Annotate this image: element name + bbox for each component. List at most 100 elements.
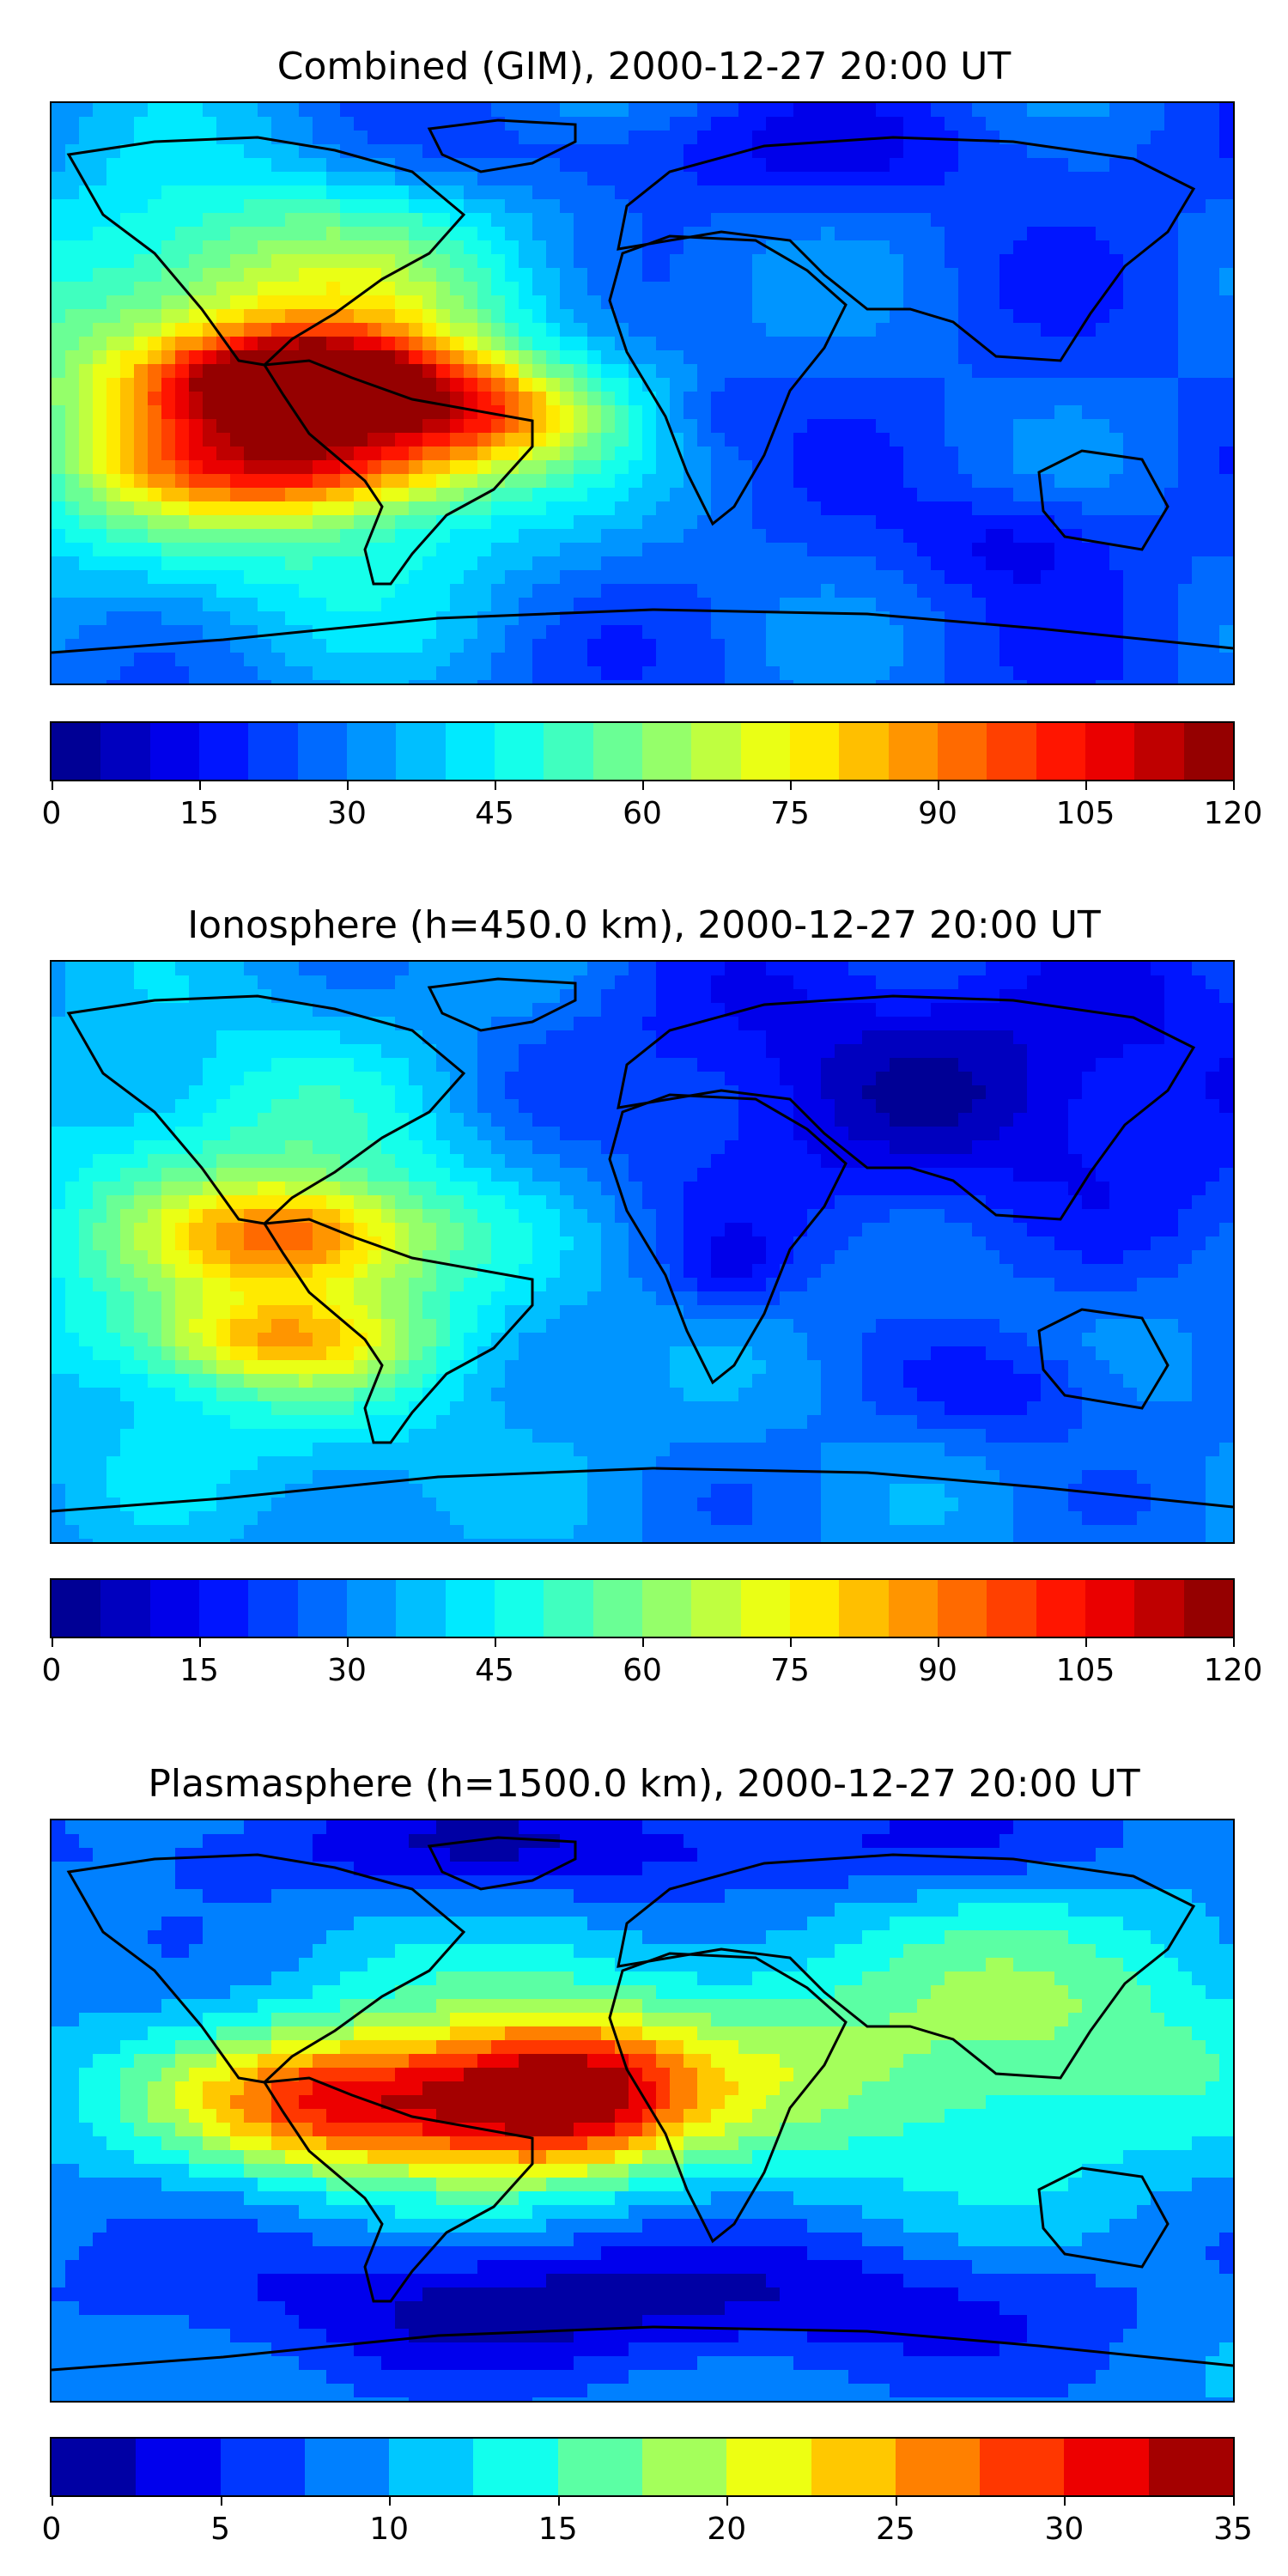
- colorbar-segment-ionosphere: [149, 1580, 199, 1637]
- tick-mark-combined: [1233, 781, 1235, 790]
- map-canvas-combined: [52, 103, 1233, 683]
- colorbar-segment-combined: [149, 723, 199, 780]
- colorbar-segment-ionosphere: [1183, 1580, 1233, 1637]
- colorbar-segment-ionosphere: [494, 1580, 544, 1637]
- tick-mark-plasmasphere: [52, 2497, 53, 2506]
- tick-mark-combined: [495, 781, 496, 790]
- colorbar-plasmasphere: [50, 2437, 1235, 2497]
- coastlines-ionosphere: [52, 977, 1233, 1513]
- tick-mark-ionosphere: [1233, 1638, 1235, 1647]
- colorbar-segment-plasmasphere: [389, 2439, 474, 2495]
- colorbar-segment-combined: [1134, 723, 1184, 780]
- coastline-plasmasphere-5: [1037, 2166, 1170, 2269]
- tick-label-combined: 45: [475, 796, 514, 831]
- colorbar-segment-combined: [198, 723, 249, 780]
- tick-label-ionosphere: 90: [918, 1653, 957, 1688]
- colorbar-segment-ionosphere: [445, 1580, 495, 1637]
- colorbar-segment-plasmasphere: [304, 2439, 390, 2495]
- tick-label-plasmasphere: 5: [210, 2512, 231, 2547]
- tick-label-combined: 90: [918, 796, 957, 831]
- panel-title-combined: Combined (GIM), 2000-12-27 20:00 UT: [276, 45, 1012, 88]
- tick-mark-ionosphere: [790, 1638, 792, 1647]
- colorbar-segment-ionosphere: [740, 1580, 790, 1637]
- coastline-combined-3: [608, 234, 848, 526]
- map-combined: [50, 101, 1235, 685]
- colorbar-segment-combined: [740, 723, 790, 780]
- tick-label-ionosphere: 120: [1203, 1653, 1263, 1688]
- colorbar-segment-ionosphere: [888, 1580, 938, 1637]
- colorbar-segment-ionosphere: [1084, 1580, 1135, 1637]
- tick-mark-plasmasphere: [726, 2497, 729, 2506]
- colorbar-segment-combined: [789, 723, 840, 780]
- tick-label-plasmasphere: 25: [875, 2512, 915, 2547]
- colorbar-segment-combined: [544, 723, 593, 780]
- colorbar-segment-plasmasphere: [136, 2439, 221, 2495]
- coastline-plasmasphere-6: [52, 2325, 1233, 2372]
- tick-label-plasmasphere: 15: [538, 2512, 578, 2547]
- colorbar-segment-combined: [1183, 723, 1233, 780]
- tick-label-combined: 105: [1055, 796, 1115, 831]
- colorbar-segment-ionosphere: [1036, 1580, 1085, 1637]
- tick-label-plasmasphere: 0: [41, 2512, 62, 2547]
- tick-mark-combined: [1085, 781, 1087, 790]
- colorbar-segment-combined: [888, 723, 938, 780]
- tick-label-ionosphere: 15: [179, 1653, 219, 1688]
- coastline-combined-4: [617, 136, 1196, 362]
- coastline-combined-2: [427, 118, 577, 173]
- tick-label-plasmasphere: 30: [1044, 2512, 1084, 2547]
- tick-label-ionosphere: 75: [770, 1653, 810, 1688]
- map-canvas-plasmasphere: [52, 1820, 1233, 2401]
- map-plasmasphere: [50, 1819, 1235, 2403]
- colorbar-segment-plasmasphere: [641, 2439, 727, 2495]
- colorbar-segment-plasmasphere: [473, 2439, 558, 2495]
- colorbar-segment-combined: [641, 723, 692, 780]
- colorbar-segment-plasmasphere: [1148, 2439, 1233, 2495]
- colorbar-segment-ionosphere: [691, 1580, 741, 1637]
- colorbar-segment-combined: [248, 723, 298, 780]
- colorbar-segment-plasmasphere: [726, 2439, 811, 2495]
- tick-mark-combined: [199, 781, 201, 790]
- colorbar-segment-ionosphere: [641, 1580, 692, 1637]
- colorbar-ticks-ionosphere: 0 15 30 45 60 75 90 105 120: [42, 1638, 1262, 1690]
- tick-mark-ionosphere: [199, 1638, 201, 1647]
- colorbar-segment-plasmasphere: [557, 2439, 642, 2495]
- panel-title-ionosphere: Ionosphere (h=450.0 km), 2000-12-27 20:0…: [187, 903, 1101, 947]
- tick-mark-combined: [790, 781, 792, 790]
- tick-mark-combined: [642, 781, 644, 790]
- tick-mark-ionosphere: [52, 1638, 53, 1647]
- colorbar-segment-combined: [52, 723, 101, 780]
- coastline-combined-6: [52, 608, 1233, 654]
- colorbar-segment-combined: [937, 723, 987, 780]
- colorbar-segment-plasmasphere: [52, 2439, 137, 2495]
- tick-label-ionosphere: 30: [327, 1653, 367, 1688]
- coastline-plasmasphere-3: [608, 1952, 848, 2244]
- tick-mark-ionosphere: [642, 1638, 644, 1647]
- colorbar-segment-combined: [592, 723, 642, 780]
- tick-label-ionosphere: 45: [475, 1653, 514, 1688]
- colorbar-segment-plasmasphere: [811, 2439, 896, 2495]
- colorbar-segment-plasmasphere: [220, 2439, 305, 2495]
- coastline-plasmasphere-4: [617, 1853, 1196, 2080]
- colorbar-segment-combined: [396, 723, 446, 780]
- colorbar-segment-ionosphere: [52, 1580, 101, 1637]
- tick-label-plasmasphere: 20: [707, 2512, 747, 2547]
- field-ionosphere: [52, 962, 1233, 1542]
- colorbar-segment-ionosphere: [839, 1580, 889, 1637]
- field-combined: [52, 103, 1233, 683]
- colorbar-segment-ionosphere: [346, 1580, 397, 1637]
- colorbar-segment-ionosphere: [248, 1580, 298, 1637]
- tick-mark-combined: [347, 781, 349, 790]
- tick-label-plasmasphere: 35: [1213, 2512, 1253, 2547]
- colorbar-segment-ionosphere: [297, 1580, 347, 1637]
- tick-mark-ionosphere: [938, 1638, 939, 1647]
- coastline-combined-5: [1037, 449, 1170, 551]
- tick-label-combined: 15: [179, 796, 219, 831]
- colorbar-segment-combined: [1036, 723, 1085, 780]
- coastline-plasmasphere-2: [427, 1836, 577, 1891]
- tick-mark-plasmasphere: [895, 2497, 897, 2506]
- coastline-ionosphere-6: [52, 1467, 1233, 1513]
- colorbar-segment-combined: [100, 723, 150, 780]
- tick-label-combined: 30: [327, 796, 367, 831]
- tick-mark-ionosphere: [495, 1638, 496, 1647]
- tick-mark-combined: [52, 781, 53, 790]
